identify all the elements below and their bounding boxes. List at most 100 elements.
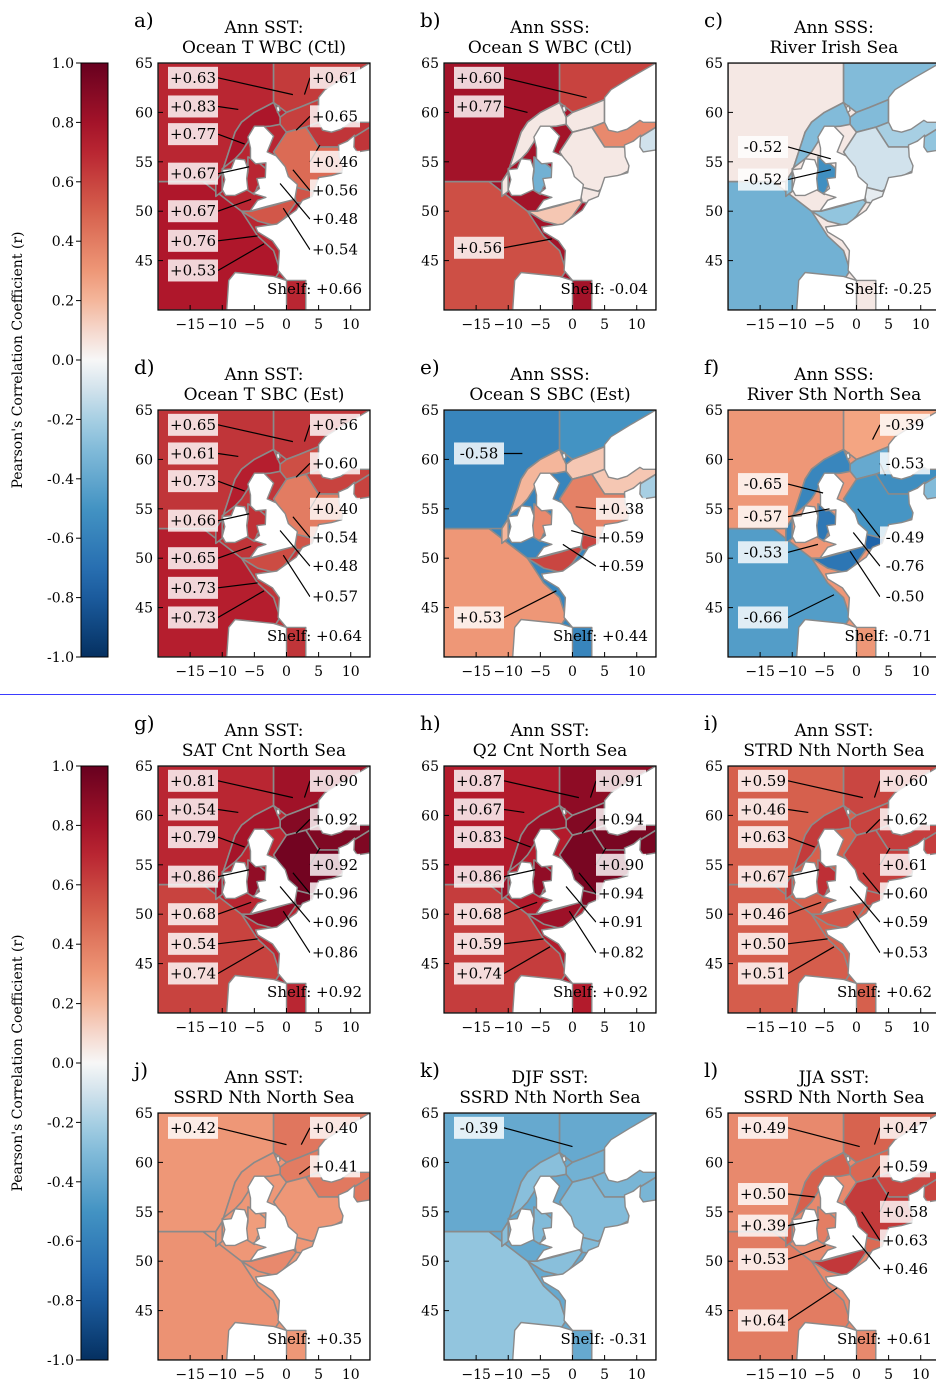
panel-title-line1: Ann SSS: (509, 18, 590, 38)
panel-title-line1: Ann SSS: (793, 18, 874, 38)
land-iberia (225, 1321, 288, 1360)
y-tick-label: 55 (135, 155, 153, 171)
label-box (168, 66, 218, 89)
map-frame (727, 409, 936, 658)
correlation-label: +0.42 (170, 1119, 216, 1137)
y-tick-label: 50 (135, 551, 153, 567)
land-iberia (796, 974, 858, 1013)
section-divider (0, 694, 936, 695)
y-tick-label: 60 (705, 1155, 723, 1171)
label-leader (503, 105, 528, 113)
colorbar-tick-label: -0.6 (47, 1234, 74, 1250)
y-tick-label: 60 (135, 1155, 153, 1171)
label-box (310, 808, 360, 831)
map-panel: 65 60 55 50 45 −15 −10 −5 0 5 10 e) Ann SSS:Ocean S … (420, 355, 657, 680)
label-box (168, 200, 218, 223)
label-box (168, 962, 218, 985)
correlation-label: -0.50 (886, 588, 924, 606)
shelf-correlation: Shelf: +0.92 (553, 983, 648, 1001)
label-leader (279, 886, 311, 923)
x-tick-label: 5 (600, 1020, 609, 1036)
map-frame (443, 62, 657, 311)
colorbar-tick-label: 1.0 (52, 56, 74, 72)
correlation-label: +0.76 (170, 232, 216, 250)
land-gb (247, 1175, 299, 1262)
y-tick-label: 65 (135, 759, 153, 775)
shelf-correlation: Shelf: +0.64 (267, 627, 362, 645)
map-body (158, 1113, 370, 1360)
land-ireland (791, 158, 819, 197)
label-box (738, 1214, 788, 1237)
label-leader (857, 508, 881, 538)
y-tick-label: 50 (705, 204, 723, 220)
x-tick-label: 10 (912, 317, 930, 333)
label-leader (300, 1127, 311, 1145)
y-tick-label: 65 (135, 56, 153, 72)
x-tick-label: 0 (282, 1020, 291, 1036)
label-box (168, 576, 218, 599)
correlation-label: +0.60 (882, 772, 928, 790)
colorbar-tick-label: 0.2 (52, 997, 74, 1013)
colorbar-tick-label: 0.8 (52, 818, 74, 834)
y-tick-label: 60 (135, 105, 153, 121)
y-tick-label: 60 (421, 105, 439, 121)
land-gb (533, 1175, 585, 1262)
label-box (596, 853, 646, 876)
y-tick-label: 50 (135, 204, 153, 220)
y-tick-label: 55 (705, 858, 723, 874)
label-leader (295, 818, 311, 834)
x-tick-label: 0 (568, 317, 577, 333)
colorbar-tick-label: -0.4 (47, 1175, 74, 1191)
x-tick-label: 5 (600, 1367, 609, 1383)
label-box (168, 798, 218, 821)
y-tick-label: 55 (421, 155, 439, 171)
label-leader (217, 590, 265, 618)
label-leader (303, 424, 311, 442)
label-box (310, 1155, 360, 1178)
label-leader (787, 780, 864, 799)
map-panel: 65 60 55 50 45 −15 −10 −5 0 5 10 k) DJF SST:SSRD Nth… (420, 1058, 657, 1383)
x-tick-label: 0 (282, 664, 291, 680)
y-tick-label: 65 (421, 1106, 439, 1122)
correlation-label: +0.54 (170, 935, 216, 953)
shelf-correlation: Shelf: -0.31 (561, 1330, 648, 1348)
correlation-label: +0.57 (312, 588, 358, 606)
land-ireland (221, 1208, 249, 1247)
label-leader (787, 946, 835, 974)
correlation-label: +0.67 (740, 868, 786, 886)
label-leader (217, 946, 265, 974)
label-leader (575, 506, 597, 510)
shelf-correlation: Shelf: -0.71 (845, 627, 932, 645)
label-leader (217, 452, 239, 458)
colorbar (80, 765, 109, 1361)
label-box (310, 882, 360, 905)
label-box (738, 541, 788, 564)
map-panel: 65 60 55 50 45 −15 −10 −5 0 5 10 c) Ann SSS:River Ir… (704, 8, 936, 333)
correlation-label: +0.62 (882, 810, 928, 828)
label-leader (568, 910, 597, 954)
correlation-label: +0.96 (312, 884, 358, 902)
y-tick-label: 65 (135, 403, 153, 419)
label-box (168, 769, 218, 792)
y-tick-label: 50 (135, 1254, 153, 1270)
correlation-label: +0.61 (882, 856, 928, 874)
correlation-label: -0.65 (744, 475, 782, 493)
label-leader (872, 424, 881, 440)
x-tick-label: 10 (342, 664, 360, 680)
label-leader (298, 1165, 311, 1175)
colorbar-tick-label: 0.2 (52, 294, 74, 310)
colorbar-tick-label: -0.8 (47, 591, 74, 607)
panel-title-line1: Ann SST: (223, 18, 303, 38)
correlation-label: +0.50 (740, 1185, 786, 1203)
label-leader (503, 77, 587, 99)
correlation-label: +0.58 (882, 1203, 928, 1221)
label-box (596, 769, 646, 792)
panel-title-line2: SSRD Nth North Sea (459, 1088, 640, 1108)
correlation-label: +0.64 (740, 1311, 786, 1329)
land-gb (817, 1175, 869, 1262)
land-continent (540, 134, 656, 310)
land-shet_l (845, 1154, 851, 1164)
y-tick-label: 55 (135, 858, 153, 874)
panel-letter: d) (134, 355, 155, 379)
y-tick-label: 65 (421, 403, 439, 419)
